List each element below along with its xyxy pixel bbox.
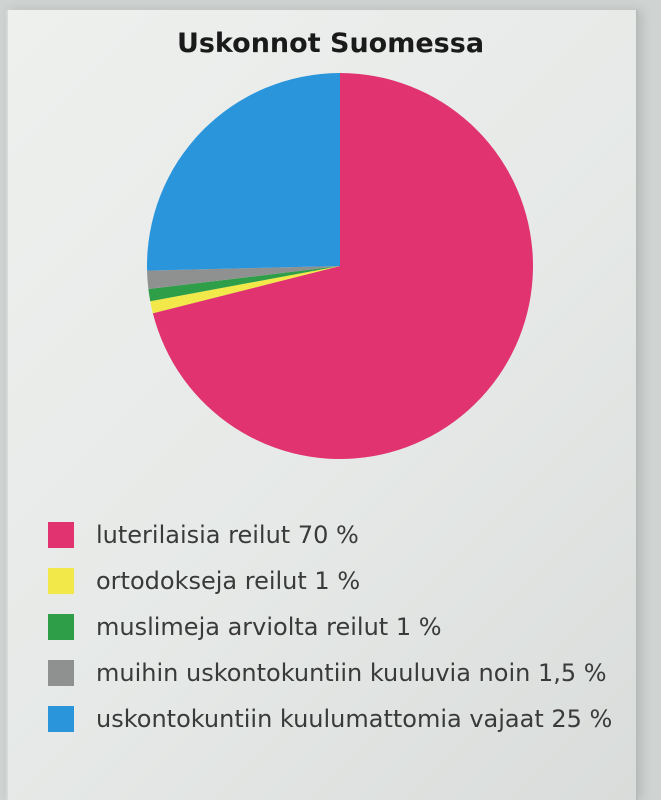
legend-label: muslimeja arviolta reilut 1 % xyxy=(96,613,442,641)
legend-label: muihin uskontokuntiin kuuluvia noin 1,5 … xyxy=(96,659,607,687)
legend-swatch xyxy=(48,522,74,548)
pie-slice-orthodox xyxy=(150,266,340,314)
pie-slice-lutheran xyxy=(152,73,533,459)
legend-label: uskontokuntiin kuulumattomia vajaat 25 % xyxy=(96,705,613,733)
legend: luterilaisia reilut 70 % ortodokseja rei… xyxy=(48,512,612,742)
pie-slice-other xyxy=(147,266,340,290)
pie-slice-none xyxy=(147,73,340,271)
legend-swatch xyxy=(48,568,74,594)
legend-item-orthodox: ortodokseja reilut 1 % xyxy=(48,558,612,604)
legend-item-none: uskontokuntiin kuulumattomia vajaat 25 % xyxy=(48,696,612,742)
legend-item-other: muihin uskontokuntiin kuuluvia noin 1,5 … xyxy=(48,650,612,696)
legend-swatch xyxy=(48,614,74,640)
chart-title: Uskonnot Suomessa xyxy=(176,28,485,59)
pie-slice-muslim xyxy=(148,266,340,302)
legend-swatch xyxy=(48,706,74,732)
legend-label: ortodokseja reilut 1 % xyxy=(96,567,361,595)
legend-label: luterilaisia reilut 70 % xyxy=(96,521,359,549)
legend-item-lutheran: luterilaisia reilut 70 % xyxy=(48,512,612,558)
legend-item-muslim: muslimeja arviolta reilut 1 % xyxy=(48,604,612,650)
legend-swatch xyxy=(48,660,74,686)
